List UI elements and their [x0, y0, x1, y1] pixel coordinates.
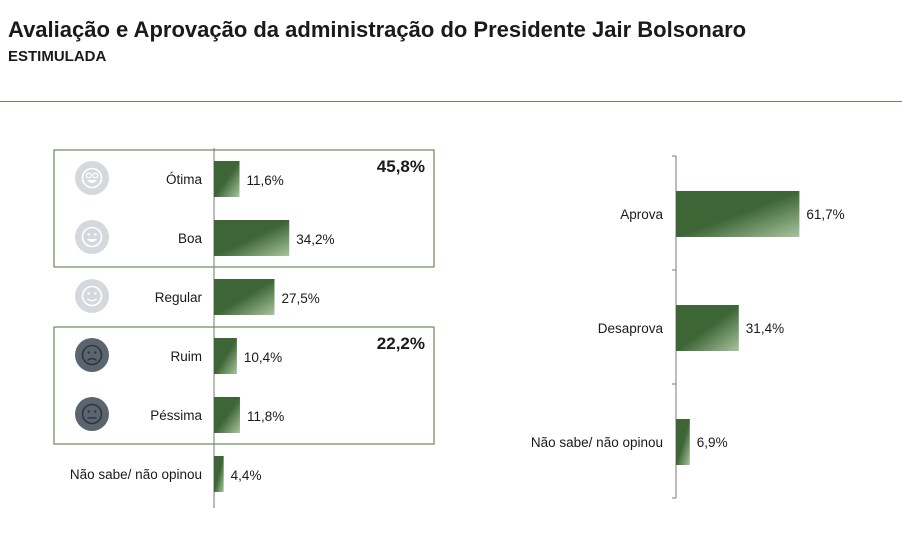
value-label: 6,9%: [697, 435, 728, 450]
happy-face-icon: [75, 220, 109, 254]
category-label: Não sabe/ não opinou: [70, 467, 202, 482]
bar-nao-sabe-nao-opinou: [214, 456, 224, 492]
value-label: 27,5%: [282, 291, 320, 306]
category-label: Aprova: [620, 207, 663, 222]
category-label: Regular: [155, 290, 203, 305]
header-divider: [0, 101, 902, 102]
neutral-face-icon: [75, 279, 109, 313]
value-label: 34,2%: [296, 232, 334, 247]
bar-ruim: [214, 338, 237, 374]
value-label: 10,4%: [244, 350, 282, 365]
bar-otima: [214, 161, 240, 197]
sad-face-icon: [75, 338, 109, 372]
value-label: 4,4%: [231, 468, 262, 483]
category-label: Péssima: [150, 408, 202, 423]
approval-chart: Aprova 61,7% Desaprova 31,4% Não sabe/ não o…: [531, 155, 845, 499]
evaluation-chart: 45,8% 22,2% Ótima 11,6% Boa 34,2% Regular 27,5%…: [53, 148, 435, 508]
bar-pessima: [214, 397, 240, 433]
category-label: Desaprova: [598, 321, 664, 336]
group-total-label: 22,2%: [377, 334, 425, 353]
category-label: Ruim: [170, 349, 202, 364]
bar-nao-sabe-nao-opinou: [676, 419, 690, 465]
group-box-1: [53, 149, 435, 268]
bar-boa: [214, 220, 290, 256]
bar-aprova: [676, 191, 800, 237]
bar-desaprova: [676, 305, 739, 351]
group-total-label: 45,8%: [377, 157, 425, 176]
value-label: 11,8%: [247, 409, 284, 424]
value-label: 11,6%: [247, 173, 284, 188]
category-label: Ótima: [166, 172, 202, 187]
very-happy-face-icon: [75, 161, 109, 195]
page-title: Avaliação e Aprovação da administração d…: [8, 17, 747, 42]
bar-regular: [214, 279, 275, 315]
category-label: Boa: [178, 231, 203, 246]
value-label: 31,4%: [746, 321, 784, 336]
category-label: Não sabe/ não opinou: [531, 435, 663, 450]
group-box-2: [53, 326, 435, 445]
page-subtitle: ESTIMULADA: [8, 48, 107, 65]
very-sad-face-icon: [75, 397, 109, 431]
value-label: 61,7%: [806, 207, 844, 222]
